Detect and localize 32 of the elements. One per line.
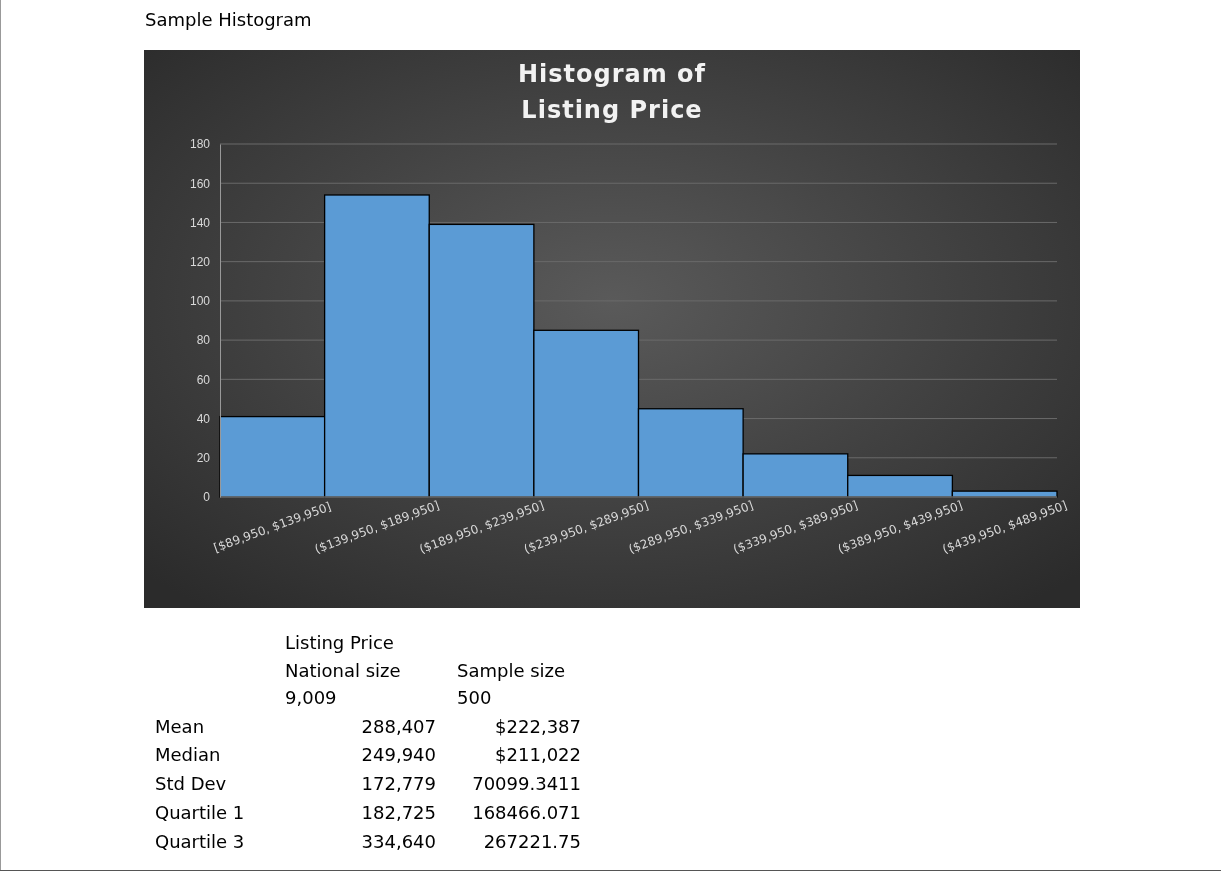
y-tick-label: 0 — [203, 490, 211, 505]
text: $211,022 — [495, 744, 581, 765]
chart-title: Histogram of Listing Price — [517, 60, 707, 124]
y-tick-label: 60 — [196, 372, 211, 387]
y-tick-label: 40 — [196, 411, 211, 426]
text: 182,725 — [361, 802, 436, 823]
text: National size — [285, 660, 401, 681]
y-tick-label: 80 — [196, 333, 211, 348]
y-tick-label: 120 — [189, 255, 211, 270]
text: 249,940 — [361, 744, 436, 765]
text: Std Dev — [155, 773, 227, 794]
text: $222,387 — [495, 716, 581, 737]
y-tick-label: 160 — [189, 176, 211, 191]
text: Sample Histogram — [145, 9, 312, 30]
text: Quartile 1 — [155, 802, 245, 823]
text: 500 — [457, 687, 492, 708]
y-tick-label: 100 — [189, 294, 211, 309]
text: Listing Price — [285, 632, 394, 653]
y-tick-label: 180 — [189, 137, 211, 152]
text: 172,779 — [361, 773, 436, 794]
text: 267221.75 — [483, 831, 581, 852]
text: Sample size — [457, 660, 566, 681]
text: 70099.3411 — [472, 773, 581, 794]
text: 334,640 — [361, 831, 436, 852]
y-tick-label: 20 — [196, 451, 211, 466]
text: Mean — [155, 716, 205, 737]
text: Quartile 3 — [155, 831, 245, 852]
text: 168466.071 — [472, 802, 581, 823]
y-tick-label: 140 — [189, 215, 211, 230]
text: Median — [155, 744, 221, 765]
text: 288,407 — [361, 716, 436, 737]
text: 9,009 — [285, 687, 337, 708]
